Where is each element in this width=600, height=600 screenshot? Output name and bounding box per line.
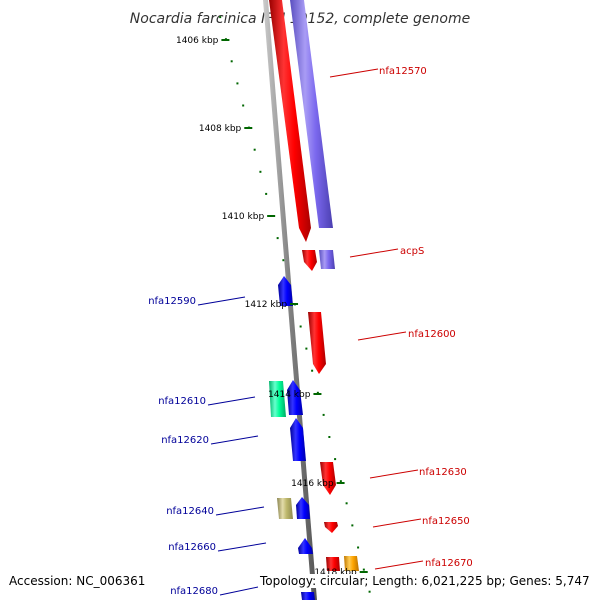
gene-nfa12650-arrow[interactable] [324, 522, 338, 533]
gene-leader-line [357, 331, 407, 341]
tick-mark [267, 215, 276, 217]
gene-label-nfa12640[interactable]: nfa12640 [166, 506, 214, 517]
gene-label-nfa12660[interactable]: nfa12660 [168, 542, 216, 553]
gene-leader-line [210, 435, 259, 445]
gene-nfa12630-arrow[interactable] [320, 462, 336, 495]
gene-nfa12670-rna[interactable] [344, 556, 359, 571]
gene-nfa12600-arrow[interactable] [308, 312, 326, 374]
gene-nfa12570-arrow[interactable] [269, 0, 311, 242]
gene-nfa12680-arrow[interactable] [301, 592, 315, 600]
gene-leader-line [217, 542, 267, 552]
gene-label-nfa12650[interactable]: nfa12650 [422, 516, 470, 527]
gene-leader-line [374, 560, 424, 570]
tick-label: 1410 kbp [222, 212, 265, 222]
tick-mark [313, 393, 322, 395]
gene-leader-line [219, 586, 259, 596]
gene-label-nfa12670[interactable]: nfa12670 [425, 558, 473, 569]
gene-nfa12610-arrow[interactable] [287, 380, 303, 415]
tick-mark [336, 482, 345, 484]
gene-leader-line [349, 248, 399, 258]
tick-mark [244, 127, 253, 129]
blast-hit-2 [319, 250, 335, 269]
gene-label-acpS[interactable]: acpS [400, 246, 424, 257]
gene-nfa12640-arrow[interactable] [296, 497, 310, 519]
gene-label-nfa12590[interactable]: nfa12590 [148, 296, 196, 307]
gene-leader-line [207, 396, 256, 406]
gene-nfa12590-arrow[interactable] [278, 276, 293, 306]
gene-leader-line [215, 506, 265, 516]
gene-leader-line [329, 68, 379, 78]
gene-label-nfa12630[interactable]: nfa12630 [419, 467, 467, 478]
tick-label: 1408 kbp [199, 124, 242, 134]
tick-label: 1416 kbp [291, 479, 334, 489]
gene-nfa12620-arrow[interactable] [290, 418, 306, 461]
tick-mark [221, 39, 230, 41]
accession-text: Accession: NC_006361 [9, 574, 146, 588]
tick-label: 1418 kbp [314, 568, 357, 578]
gene-leader-line [369, 469, 419, 479]
gene-nfa12670-arrow[interactable] [326, 557, 340, 571]
gene-label-nfa12600[interactable]: nfa12600 [408, 329, 456, 340]
gene-nfa12640-other[interactable] [277, 498, 293, 519]
gene-label-nfa12680[interactable]: nfa12680 [170, 586, 218, 597]
tick-mark [290, 303, 299, 305]
gene-acpS-arrow[interactable] [302, 250, 317, 271]
gene-label-nfa12620[interactable]: nfa12620 [161, 435, 209, 446]
gene-nfa12610-rna[interactable] [269, 381, 286, 417]
blast-hit-1 [290, 0, 333, 228]
gene-leader-line [372, 518, 422, 528]
gene-label-nfa12570[interactable]: nfa12570 [379, 66, 427, 77]
gene-leader-line [197, 296, 246, 306]
tick-label: 1414 kbp [268, 390, 311, 400]
gene-nfa12660-arrow[interactable] [298, 538, 313, 554]
tick-mark [359, 571, 368, 573]
gene-label-nfa12610[interactable]: nfa12610 [158, 396, 206, 407]
tick-label: 1406 kbp [176, 36, 219, 46]
tick-label: 1412 kbp [245, 300, 288, 310]
topology-text: Topology: circular; Length: 6,021,225 bp… [260, 574, 590, 588]
